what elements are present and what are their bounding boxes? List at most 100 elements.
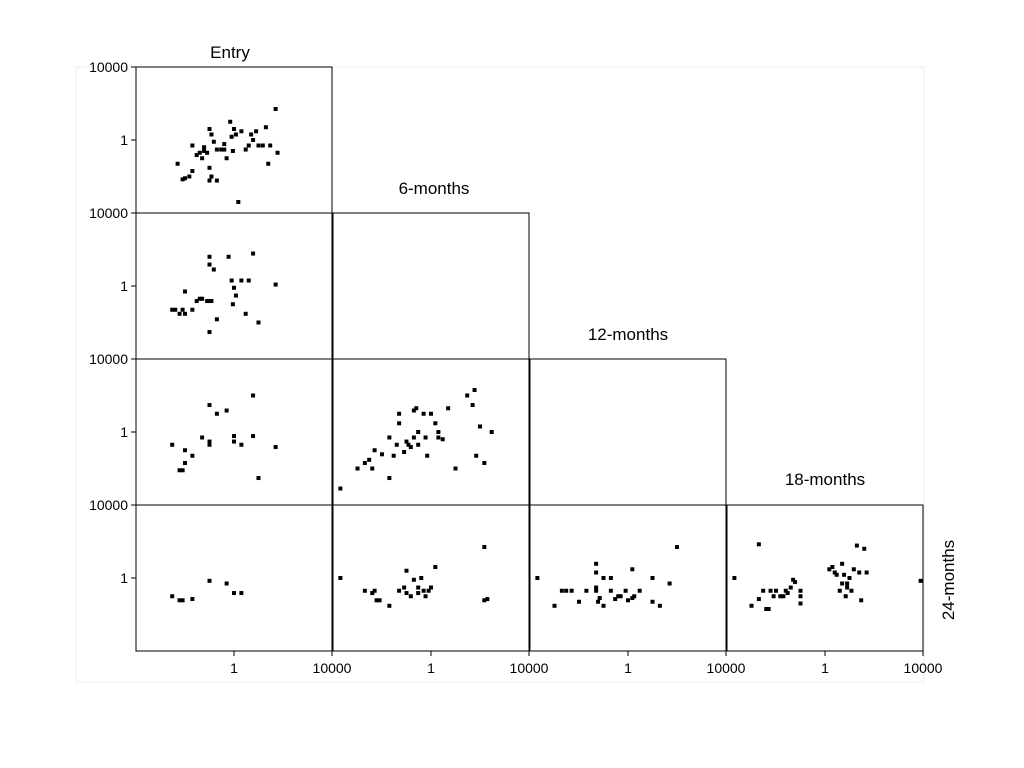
data-point-18-months-vs-24-months-18 bbox=[798, 588, 803, 593]
var-label-12-months: 12-months bbox=[588, 325, 668, 344]
data-point-entry-vs-6-months-17 bbox=[226, 254, 231, 259]
y-tick-label-row3-0: 1 bbox=[120, 570, 128, 586]
data-point-entry-vs-12-months-18 bbox=[273, 445, 278, 450]
data-point-6-months-vs-24-months-7 bbox=[397, 588, 402, 593]
panel-frame-12-months-vs-12-months bbox=[529, 358, 727, 506]
data-point-entry-39 bbox=[266, 161, 271, 166]
data-point-6-months-vs-12-months-10 bbox=[394, 442, 399, 447]
data-point-entry-vs-24-months-3 bbox=[190, 597, 195, 602]
data-point-entry-vs-12-months-16 bbox=[251, 434, 256, 439]
data-point-6-months-vs-24-months-2 bbox=[370, 591, 375, 596]
data-point-entry-27 bbox=[232, 127, 236, 132]
data-point-12-months-vs-24-months-6 bbox=[584, 588, 589, 593]
panel-frame-entry-vs-24-months bbox=[135, 504, 333, 652]
data-point-entry-vs-12-months-0 bbox=[170, 442, 175, 447]
data-point-entry-26 bbox=[230, 148, 235, 153]
data-point-12-months-vs-24-months-18 bbox=[616, 594, 621, 599]
data-point-entry-vs-12-months-4 bbox=[183, 448, 187, 453]
data-point-entry-24 bbox=[228, 119, 233, 124]
data-point-12-months-vs-24-months-11 bbox=[596, 599, 601, 604]
data-point-6-months-vs-12-months-36 bbox=[478, 424, 482, 429]
data-point-6-months-vs-24-months-10 bbox=[404, 591, 409, 596]
data-point-6-months-vs-12-months-28 bbox=[436, 430, 441, 434]
data-point-12-months-vs-24-months-20 bbox=[623, 588, 628, 593]
data-point-entry-vs-24-months-7 bbox=[239, 591, 244, 596]
data-point-entry-vs-6-months-0 bbox=[183, 289, 187, 294]
data-point-6-months-vs-24-months-3 bbox=[372, 588, 377, 593]
data-point-6-months-vs-12-months-7 bbox=[387, 476, 392, 481]
data-point-18-months-vs-24-months-3 bbox=[761, 588, 766, 593]
data-point-18-months-vs-24-months-25 bbox=[840, 581, 845, 586]
data-point-entry-30 bbox=[239, 129, 244, 134]
data-point-entry-vs-24-months-4 bbox=[207, 578, 212, 583]
data-point-entry-vs-6-months-3 bbox=[180, 307, 185, 312]
data-point-12-months-vs-24-months-14 bbox=[601, 576, 606, 580]
data-point-entry-vs-24-months-5 bbox=[224, 581, 229, 586]
panel-frame-entry bbox=[135, 66, 333, 214]
panel-frame-6-months-vs-12-months bbox=[332, 358, 530, 506]
x-tick-label-col0-0: 1 bbox=[230, 660, 238, 676]
data-point-entry-vs-6-months-25 bbox=[251, 251, 256, 256]
data-point-entry-41 bbox=[273, 106, 278, 111]
y-tick-label-row0-0: 1 bbox=[120, 132, 128, 148]
data-point-12-months-vs-24-months-2 bbox=[559, 588, 564, 593]
data-point-entry-vs-6-months-26 bbox=[256, 320, 261, 325]
data-point-6-months-vs-12-months-12 bbox=[397, 421, 402, 426]
data-point-6-months-vs-12-months-20 bbox=[416, 430, 421, 434]
data-point-18-months-vs-24-months-37 bbox=[864, 570, 869, 575]
data-point-12-months-vs-24-months-15 bbox=[608, 576, 613, 580]
data-point-6-months-vs-12-months-25 bbox=[429, 411, 433, 416]
data-point-18-months-vs-24-months-4 bbox=[764, 607, 769, 612]
data-point-18-months-vs-24-months-19 bbox=[827, 567, 832, 572]
data-point-6-months-vs-12-months-19 bbox=[414, 406, 419, 411]
data-point-12-months-vs-24-months-3 bbox=[564, 588, 569, 593]
data-point-18-months-vs-24-months-24 bbox=[840, 561, 845, 566]
data-point-12-months-vs-24-months-16 bbox=[608, 588, 613, 593]
y-tick-label-row2-0: 1 bbox=[120, 424, 128, 440]
data-point-entry-33 bbox=[249, 132, 254, 137]
data-point-18-months-vs-24-months-38 bbox=[756, 542, 761, 547]
data-point-entry-vs-6-months-28 bbox=[170, 307, 175, 312]
data-point-18-months-vs-24-months-34 bbox=[857, 570, 862, 575]
data-point-18-months-vs-24-months-26 bbox=[842, 572, 847, 577]
data-point-entry-42 bbox=[275, 150, 280, 155]
x-tick-label-col2-0: 1 bbox=[624, 660, 632, 676]
data-point-entry-4 bbox=[187, 174, 192, 179]
data-point-12-months-vs-24-months-19 bbox=[618, 594, 623, 599]
data-point-18-months-vs-24-months-20 bbox=[830, 565, 835, 570]
data-point-12-months-vs-24-months-10 bbox=[594, 585, 599, 590]
data-point-entry-0 bbox=[190, 143, 195, 148]
data-point-6-months-vs-12-months-15 bbox=[406, 442, 411, 447]
x-tick-label-col3-0: 1 bbox=[821, 660, 829, 676]
data-point-entry-18 bbox=[214, 147, 219, 152]
data-point-entry-vs-6-months-2 bbox=[177, 311, 182, 316]
data-point-entry-40 bbox=[268, 143, 273, 148]
data-point-12-months-vs-24-months-12 bbox=[597, 596, 602, 601]
data-point-6-months-vs-24-months-0 bbox=[338, 576, 343, 580]
data-point-entry-1 bbox=[175, 161, 180, 166]
data-point-12-months-vs-24-months-28 bbox=[657, 603, 662, 608]
data-point-entry-7 bbox=[197, 150, 202, 155]
data-point-6-months-vs-12-months-35 bbox=[474, 453, 479, 458]
data-point-6-months-vs-24-months-15 bbox=[419, 576, 424, 580]
data-point-entry-vs-6-months-19 bbox=[230, 302, 235, 307]
data-point-18-months-vs-24-months-8 bbox=[774, 588, 778, 593]
data-point-12-months-vs-24-months-7 bbox=[594, 588, 599, 593]
panel-frame-18-months-vs-24-months bbox=[726, 504, 924, 652]
data-point-entry-vs-6-months-8 bbox=[200, 296, 205, 301]
data-point-6-months-vs-12-months-8 bbox=[387, 435, 392, 440]
data-point-18-months-vs-24-months-27 bbox=[843, 594, 848, 599]
data-point-12-months-vs-24-months-25 bbox=[637, 588, 642, 593]
data-point-entry-36 bbox=[256, 143, 261, 148]
data-point-6-months-vs-12-months-5 bbox=[372, 448, 377, 453]
data-point-entry-vs-12-months-17 bbox=[256, 476, 261, 481]
data-point-entry-vs-12-months-1 bbox=[177, 468, 182, 473]
data-point-6-months-vs-12-months-16 bbox=[408, 445, 413, 450]
data-point-6-months-vs-24-months-5 bbox=[377, 598, 382, 603]
data-point-6-months-vs-24-months-17 bbox=[423, 594, 428, 599]
data-point-entry-vs-6-months-16 bbox=[214, 317, 219, 322]
data-point-18-months-vs-24-months-33 bbox=[854, 543, 859, 548]
data-point-entry-vs-6-months-24 bbox=[246, 278, 251, 283]
data-point-12-months-vs-24-months-5 bbox=[577, 599, 581, 604]
data-point-6-months-vs-24-months-18 bbox=[426, 588, 431, 593]
